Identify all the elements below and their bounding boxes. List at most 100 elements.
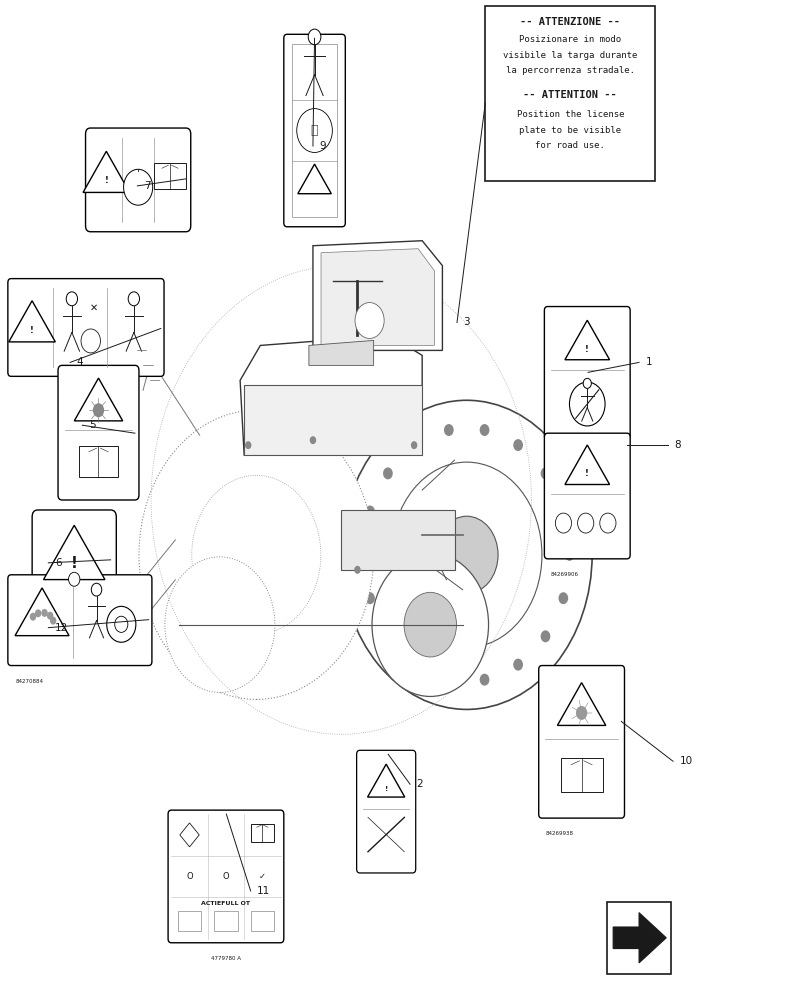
Circle shape bbox=[404, 592, 456, 657]
Circle shape bbox=[165, 557, 275, 692]
Bar bbox=[341, 510, 454, 570]
FancyBboxPatch shape bbox=[58, 365, 139, 500]
FancyBboxPatch shape bbox=[32, 510, 116, 612]
Text: ACTIEFULL OT: ACTIEFULL OT bbox=[201, 901, 250, 906]
Circle shape bbox=[341, 400, 591, 709]
Text: O: O bbox=[222, 872, 229, 881]
Bar bbox=[251, 824, 273, 842]
Polygon shape bbox=[308, 340, 373, 365]
Polygon shape bbox=[367, 764, 405, 797]
Circle shape bbox=[106, 606, 135, 642]
Circle shape bbox=[410, 439, 419, 451]
Polygon shape bbox=[312, 241, 442, 350]
Bar bbox=[606, 902, 671, 974]
Polygon shape bbox=[564, 445, 609, 485]
Circle shape bbox=[358, 549, 368, 561]
Text: for road use.: for road use. bbox=[534, 141, 604, 150]
Polygon shape bbox=[44, 525, 105, 580]
Text: 2: 2 bbox=[416, 779, 423, 789]
Circle shape bbox=[555, 513, 571, 533]
Text: 7: 7 bbox=[144, 181, 150, 191]
Bar bbox=[153, 163, 186, 189]
FancyBboxPatch shape bbox=[8, 575, 152, 666]
Circle shape bbox=[558, 592, 568, 604]
FancyBboxPatch shape bbox=[543, 433, 629, 559]
Polygon shape bbox=[556, 683, 605, 725]
Text: !: ! bbox=[384, 786, 388, 792]
Polygon shape bbox=[240, 335, 422, 455]
Polygon shape bbox=[15, 588, 69, 636]
Circle shape bbox=[139, 410, 373, 699]
Text: !: ! bbox=[30, 326, 34, 335]
Text: -- ATTENZIONE --: -- ATTENZIONE -- bbox=[520, 17, 620, 27]
Circle shape bbox=[354, 303, 384, 338]
Circle shape bbox=[582, 378, 590, 388]
Circle shape bbox=[383, 630, 393, 642]
Text: O: O bbox=[186, 872, 192, 881]
FancyBboxPatch shape bbox=[284, 34, 345, 227]
Circle shape bbox=[191, 475, 320, 634]
Circle shape bbox=[479, 424, 489, 436]
Polygon shape bbox=[83, 151, 130, 192]
Polygon shape bbox=[612, 913, 665, 963]
Polygon shape bbox=[298, 164, 331, 194]
Circle shape bbox=[575, 706, 586, 720]
Circle shape bbox=[383, 467, 393, 479]
Text: 84269906: 84269906 bbox=[550, 572, 578, 577]
Circle shape bbox=[35, 609, 41, 617]
FancyBboxPatch shape bbox=[356, 750, 415, 873]
Bar bbox=[214, 911, 238, 931]
Polygon shape bbox=[320, 249, 434, 345]
Circle shape bbox=[245, 441, 251, 449]
Bar bbox=[485, 6, 654, 181]
Text: !: ! bbox=[105, 176, 108, 185]
Text: -- ATTENTION --: -- ATTENTION -- bbox=[523, 90, 616, 100]
Circle shape bbox=[513, 439, 522, 451]
Text: ✕: ✕ bbox=[89, 303, 97, 313]
Text: 84270884: 84270884 bbox=[15, 679, 43, 684]
Text: 11: 11 bbox=[257, 886, 270, 896]
Circle shape bbox=[49, 617, 56, 625]
Polygon shape bbox=[75, 378, 122, 421]
Circle shape bbox=[67, 292, 77, 306]
Text: la percorrenza stradale.: la percorrenza stradale. bbox=[505, 66, 634, 75]
Circle shape bbox=[128, 292, 139, 306]
Text: 84269938: 84269938 bbox=[544, 831, 573, 836]
FancyBboxPatch shape bbox=[538, 666, 624, 818]
Polygon shape bbox=[564, 320, 609, 360]
Text: plate to be visible: plate to be visible bbox=[518, 126, 620, 135]
Text: 12: 12 bbox=[54, 623, 68, 633]
Circle shape bbox=[479, 674, 489, 686]
Text: 4779780 A: 4779780 A bbox=[211, 956, 241, 961]
Circle shape bbox=[435, 516, 497, 593]
Circle shape bbox=[296, 109, 332, 152]
Bar bbox=[178, 911, 201, 931]
Circle shape bbox=[114, 616, 127, 632]
Circle shape bbox=[308, 29, 320, 45]
Polygon shape bbox=[9, 301, 55, 342]
Bar bbox=[560, 758, 602, 792]
Text: 4: 4 bbox=[76, 357, 84, 367]
Text: 84269904: 84269904 bbox=[550, 451, 578, 456]
Text: 1: 1 bbox=[645, 357, 651, 367]
Text: !: ! bbox=[585, 345, 589, 354]
FancyBboxPatch shape bbox=[168, 810, 284, 943]
FancyBboxPatch shape bbox=[8, 279, 164, 376]
Circle shape bbox=[558, 506, 568, 517]
Circle shape bbox=[391, 462, 541, 648]
Circle shape bbox=[540, 630, 550, 642]
Circle shape bbox=[309, 436, 315, 444]
Text: 8: 8 bbox=[674, 440, 680, 450]
Text: ✋: ✋ bbox=[311, 124, 318, 137]
Text: Position the license: Position the license bbox=[516, 110, 624, 119]
Bar bbox=[251, 911, 274, 931]
Text: !: ! bbox=[585, 469, 589, 478]
Text: ✓: ✓ bbox=[259, 872, 265, 881]
Circle shape bbox=[30, 613, 36, 621]
Circle shape bbox=[564, 549, 573, 561]
FancyBboxPatch shape bbox=[543, 307, 629, 439]
Circle shape bbox=[599, 513, 616, 533]
Text: visibile la targa durante: visibile la targa durante bbox=[503, 51, 637, 60]
Circle shape bbox=[410, 441, 417, 449]
Text: 5: 5 bbox=[88, 420, 95, 430]
